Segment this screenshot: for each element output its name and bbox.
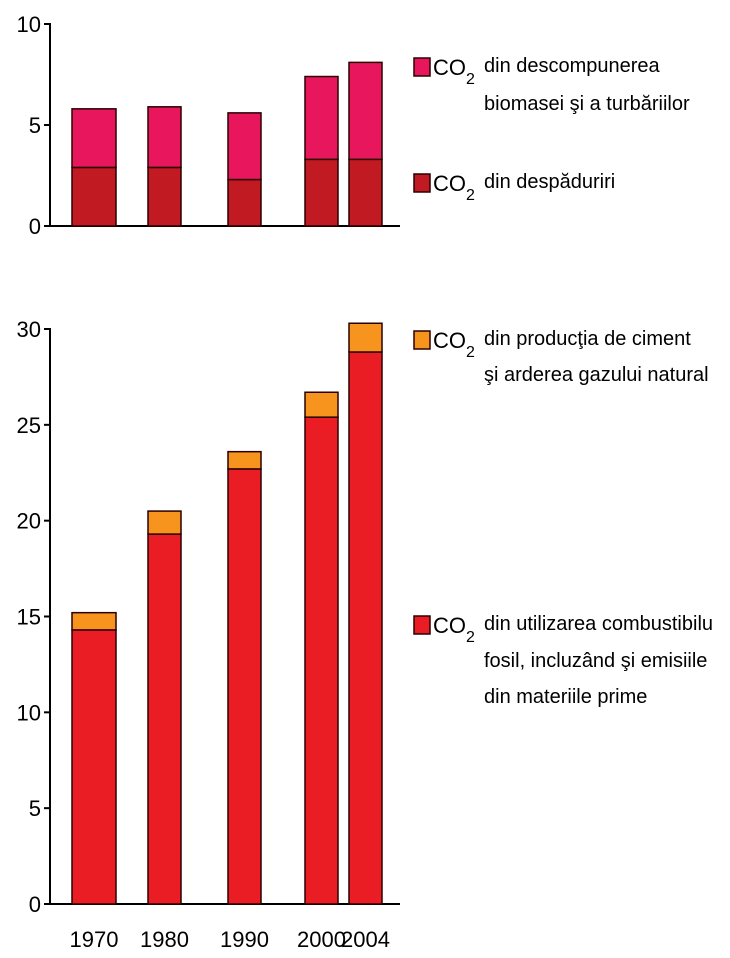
x-tick-label: 1970 bbox=[70, 927, 119, 952]
bar-segment-1990-series-0 bbox=[227, 178, 262, 227]
y-tick-label: 5 bbox=[29, 113, 41, 138]
x-tick-label: 1990 bbox=[220, 927, 269, 952]
bar-segment-2000-series-1 bbox=[304, 391, 339, 418]
legend-text-line: din utilizarea combustibilu bbox=[484, 613, 713, 635]
legend-text-line: din materiile prime bbox=[484, 686, 647, 708]
x-tick-label: 2000 bbox=[297, 927, 346, 952]
bar-segment-2004-series-1 bbox=[348, 322, 383, 353]
legend-text-line: din descompunerea bbox=[484, 55, 661, 77]
legend-item-series-1: CO2 din producţia de ciment şi arderea gaz… bbox=[413, 328, 709, 386]
y-tick-label: 10 bbox=[17, 700, 41, 725]
legend-co2-label: CO2 bbox=[433, 328, 475, 361]
bar-segment-2000-series-0 bbox=[304, 416, 339, 905]
legend-swatch bbox=[413, 330, 431, 350]
legend-text-line: din producţia de ciment bbox=[484, 328, 691, 350]
legend-swatch bbox=[413, 173, 431, 193]
bar-segment-1980-series-1 bbox=[147, 510, 182, 535]
bar-segment-1970-series-0 bbox=[71, 629, 117, 905]
y-tick-label: 25 bbox=[17, 413, 41, 438]
bar-segment-1970-series-1 bbox=[71, 611, 117, 631]
bar-segment-2000-series-0 bbox=[304, 158, 339, 227]
legend-swatch bbox=[413, 615, 431, 635]
bar-segment-1980-series-0 bbox=[147, 533, 182, 905]
legend-text-line: din despăduriri bbox=[484, 171, 615, 193]
y-tick-label: 15 bbox=[17, 605, 41, 630]
bar-segment-1970-series-0 bbox=[71, 166, 117, 227]
legend-co2-label: CO2 bbox=[433, 171, 475, 204]
bar-segment-1980-series-1 bbox=[147, 106, 182, 169]
legend-text-line: şi arderea gazului natural bbox=[484, 364, 709, 386]
y-tick-label: 5 bbox=[29, 796, 41, 821]
y-tick-label: 10 bbox=[17, 12, 41, 37]
legend-item-series-1: CO2 din descompunerea biomasei şi a turbăr… bbox=[413, 55, 690, 115]
legend-swatch bbox=[413, 57, 431, 77]
legend-item-series-0: CO2 din utilizarea combustibilu fosil, inc… bbox=[413, 613, 713, 708]
bar-segment-2004-series-1 bbox=[348, 61, 383, 161]
x-tick-label: 2004 bbox=[341, 927, 390, 952]
legend-text-line: biomasei şi a turbăriilor bbox=[484, 93, 690, 115]
top-panel: 0 5 10 CO2 din descompunerea biomasei şi a tu… bbox=[17, 12, 690, 239]
y-tick-label: 0 bbox=[29, 892, 41, 917]
y-tick-label: 30 bbox=[17, 317, 41, 342]
legend-co2-label: CO2 bbox=[433, 613, 475, 646]
bar-segment-1990-series-1 bbox=[227, 112, 262, 181]
legend-item-series-0: CO2 din despăduriri bbox=[413, 171, 615, 204]
bar-segment-2004-series-0 bbox=[348, 158, 383, 227]
bar-segment-1970-series-1 bbox=[71, 108, 117, 169]
x-tick-label: 1980 bbox=[140, 927, 189, 952]
bar-segment-1990-series-1 bbox=[227, 450, 262, 470]
bar-segment-2004-series-0 bbox=[348, 351, 383, 905]
y-tick-label: 20 bbox=[17, 509, 41, 534]
bar-segment-1990-series-0 bbox=[227, 468, 262, 905]
y-tick-label: 0 bbox=[29, 214, 41, 239]
bar-segment-1980-series-0 bbox=[147, 166, 182, 227]
legend-text-line: fosil, incluzând şi emisiile bbox=[484, 650, 707, 672]
bar-segment-2000-series-1 bbox=[304, 75, 339, 161]
legend-co2-label: CO2 bbox=[433, 55, 475, 88]
